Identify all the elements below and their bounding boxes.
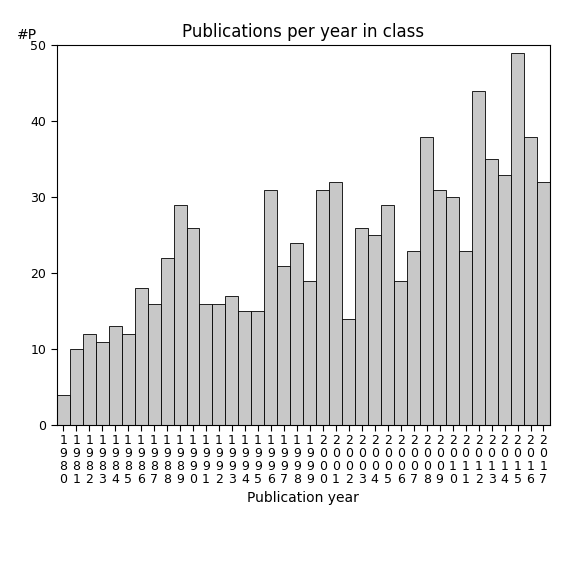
Bar (420, 137, 433, 425)
Bar (239, 311, 251, 425)
Bar (459, 251, 472, 425)
Bar (290, 243, 303, 425)
Bar (83, 334, 96, 425)
Bar (200, 304, 213, 425)
Bar (121, 334, 134, 425)
Bar (251, 311, 264, 425)
Bar (381, 205, 394, 425)
Bar (537, 182, 550, 425)
Bar (134, 289, 147, 425)
Bar (356, 228, 368, 425)
Bar (485, 159, 498, 425)
Bar (160, 258, 174, 425)
Text: #P: #P (17, 28, 37, 41)
Bar (329, 182, 342, 425)
Bar (96, 342, 109, 425)
Bar (174, 205, 187, 425)
Bar (226, 296, 239, 425)
Bar (277, 266, 290, 425)
Bar (316, 190, 329, 425)
Bar (407, 251, 420, 425)
Bar (511, 53, 524, 425)
X-axis label: Publication year: Publication year (247, 491, 359, 505)
Bar (264, 190, 277, 425)
Bar (187, 228, 200, 425)
Bar (147, 304, 160, 425)
Bar (70, 349, 83, 425)
Bar (433, 190, 446, 425)
Bar (303, 281, 316, 425)
Bar (57, 395, 70, 425)
Bar (213, 304, 226, 425)
Bar (498, 175, 511, 425)
Bar (446, 197, 459, 425)
Bar (524, 137, 537, 425)
Bar (109, 327, 121, 425)
Title: Publications per year in class: Publications per year in class (182, 23, 425, 41)
Bar (368, 235, 381, 425)
Bar (394, 281, 407, 425)
Bar (342, 319, 356, 425)
Bar (472, 91, 485, 425)
